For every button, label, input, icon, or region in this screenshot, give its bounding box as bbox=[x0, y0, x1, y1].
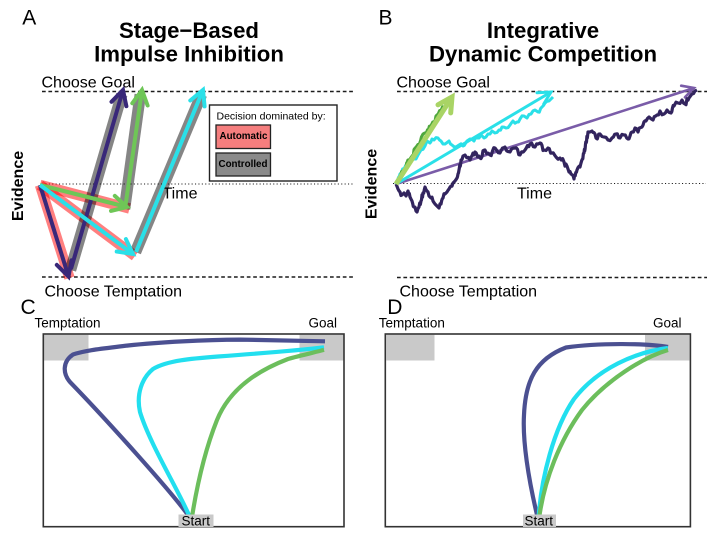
svg-text:Choose Temptation: Choose Temptation bbox=[400, 284, 538, 301]
svg-text:Goal: Goal bbox=[309, 316, 338, 331]
svg-text:Stage−Based: Stage−Based bbox=[119, 18, 259, 43]
svg-text:Choose Temptation: Choose Temptation bbox=[45, 284, 183, 301]
svg-text:Time: Time bbox=[163, 186, 198, 203]
svg-text:Temptation: Temptation bbox=[379, 316, 445, 331]
svg-text:Start: Start bbox=[525, 513, 554, 528]
svg-text:Evidence: Evidence bbox=[10, 151, 27, 221]
svg-text:Temptation: Temptation bbox=[35, 316, 101, 331]
svg-text:Choose Goal: Choose Goal bbox=[397, 74, 490, 91]
svg-text:D: D bbox=[387, 296, 402, 319]
svg-text:B: B bbox=[379, 7, 393, 30]
svg-text:Choose Goal: Choose Goal bbox=[42, 74, 135, 91]
svg-text:Dynamic Competition: Dynamic Competition bbox=[429, 42, 657, 67]
svg-text:Automatic: Automatic bbox=[220, 131, 268, 142]
svg-text:Time: Time bbox=[517, 186, 552, 203]
svg-text:C: C bbox=[21, 296, 36, 319]
svg-text:Impulse Inhibition: Impulse Inhibition bbox=[94, 42, 284, 67]
svg-text:Decision dominated by:: Decision dominated by: bbox=[217, 111, 326, 123]
svg-text:Goal: Goal bbox=[653, 316, 682, 331]
svg-text:Integrative: Integrative bbox=[487, 18, 599, 43]
svg-text:Start: Start bbox=[182, 513, 211, 528]
svg-text:Controlled: Controlled bbox=[219, 159, 268, 170]
svg-text:A: A bbox=[22, 7, 36, 30]
svg-text:Evidence: Evidence bbox=[364, 149, 381, 219]
